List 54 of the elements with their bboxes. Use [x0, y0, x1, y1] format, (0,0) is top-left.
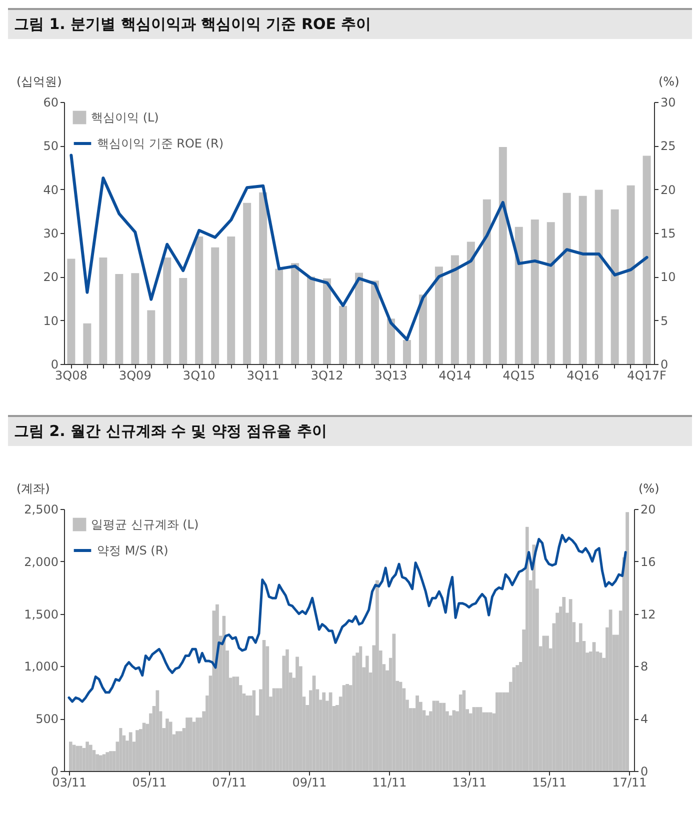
- y2-tick-label: 8: [640, 660, 648, 674]
- x-tick-label: 09/11: [292, 776, 327, 790]
- y-tick-label: 2,500: [24, 502, 58, 516]
- y2-tick-label: 10: [660, 270, 676, 284]
- legend-label: 핵심이익 (L): [91, 110, 159, 124]
- x-tick-label: 4Q17F: [627, 368, 667, 382]
- y2-tick-label: 20: [660, 182, 676, 197]
- chart-title: 그림 2. 월간 신규계좌 수 및 약정 점유율 추이: [8, 415, 692, 446]
- x-tick-label: 13/11: [452, 776, 487, 790]
- y2-tick-label: 15: [660, 226, 676, 240]
- y2-tick-label: 16: [640, 554, 656, 569]
- x-tick-label: 15/11: [532, 776, 567, 790]
- y2-axis-title: (%): [638, 482, 660, 496]
- y-tick-label: 40: [43, 182, 58, 197]
- y-tick-label: 1,000: [24, 660, 58, 674]
- y-axis-title: (십억원): [16, 74, 62, 88]
- y-tick-label: 1,500: [24, 607, 58, 622]
- y2-axis-title: (%): [658, 74, 680, 88]
- y-tick-label: 2,000: [24, 554, 58, 569]
- y-axis-title: (계좌): [16, 482, 50, 496]
- y-tick-label: 0: [50, 358, 58, 372]
- y-tick-label: 20: [43, 270, 58, 284]
- x-tick-label: 07/11: [212, 776, 247, 790]
- y2-tick-label: 0: [640, 764, 648, 778]
- y2-tick-label: 4: [640, 712, 648, 726]
- y2-tick-label: 20: [640, 502, 656, 516]
- x-tick-label: 4Q14: [438, 368, 472, 382]
- x-tick-label: 3Q09: [118, 368, 152, 382]
- x-tick-label: 4Q15: [502, 368, 536, 382]
- chart-title: 그림 1. 분기별 핵심이익과 핵심이익 기준 ROE 추이: [8, 8, 692, 39]
- x-tick-label: 03/11: [52, 776, 87, 790]
- x-tick-label: 17/11: [612, 776, 647, 790]
- x-tick-label: 4Q16: [566, 368, 600, 382]
- y-tick-label: 60: [43, 96, 58, 110]
- legend-label: 일평균 신규계좌 (L): [91, 518, 199, 532]
- x-tick-label: 3Q10: [182, 368, 216, 382]
- legend-label: 핵심이익 기준 ROE (R): [97, 136, 224, 150]
- y2-tick-label: 30: [660, 96, 676, 110]
- y-tick-label: 50: [43, 139, 58, 154]
- y2-tick-label: 25: [660, 139, 676, 154]
- x-tick-label: 3Q08: [55, 368, 88, 382]
- x-tick-label: 3Q12: [310, 368, 344, 382]
- y-tick-label: 500: [36, 712, 58, 726]
- x-tick-label: 3Q13: [374, 368, 408, 382]
- x-tick-label: 11/11: [372, 776, 407, 790]
- y2-tick-label: 5: [660, 314, 668, 328]
- x-tick-label: 3Q11: [246, 368, 280, 382]
- y-tick-label: 30: [43, 226, 58, 240]
- y2-tick-label: 0: [660, 358, 668, 372]
- y-tick-label: 10: [43, 314, 58, 328]
- y-tick-label: 0: [50, 764, 58, 778]
- x-tick-label: 05/11: [132, 776, 167, 790]
- y2-tick-label: 12: [640, 607, 656, 622]
- legend-label: 약정 M/S (R): [97, 544, 168, 558]
